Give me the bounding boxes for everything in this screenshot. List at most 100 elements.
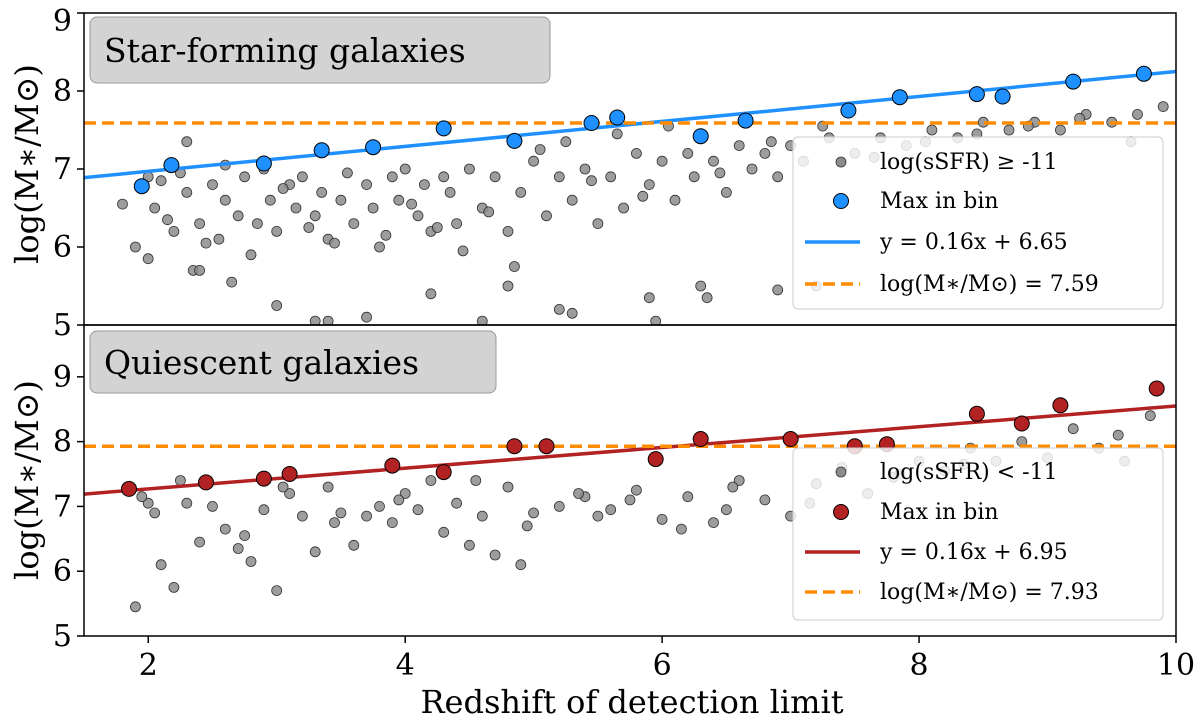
data-point — [624, 494, 636, 506]
x-tick-label: 10 — [1157, 648, 1195, 683]
data-point — [181, 136, 193, 148]
data-point — [277, 183, 289, 194]
data-point — [329, 237, 340, 249]
data-point — [759, 147, 771, 159]
data-point — [181, 186, 193, 198]
data-point — [155, 559, 167, 571]
panel-title-background — [89, 16, 551, 84]
data-point — [669, 194, 681, 206]
data-point — [502, 225, 514, 237]
data-point — [489, 171, 501, 183]
legend-label-threshold: log(M∗/M⊙) = 7.93 — [880, 580, 1099, 605]
data-point — [714, 167, 726, 179]
x-tick-label: 2 — [139, 648, 158, 683]
max-in-bin-point — [121, 480, 137, 497]
data-point — [765, 136, 777, 148]
data-point — [1144, 410, 1156, 422]
max-in-bin-point — [647, 451, 664, 468]
data-point — [162, 214, 173, 226]
data-point — [290, 202, 302, 214]
data-point — [579, 163, 591, 175]
data-point — [682, 491, 694, 503]
data-point — [142, 253, 154, 265]
data-point — [502, 481, 514, 493]
max-in-bin-point — [692, 431, 709, 447]
data-point — [316, 186, 328, 198]
data-point — [136, 491, 148, 503]
data-point — [348, 539, 360, 551]
data-point — [643, 179, 655, 191]
data-point — [296, 510, 308, 522]
max-in-bin-point — [1135, 65, 1152, 82]
data-point — [566, 194, 578, 206]
data-point — [406, 198, 418, 210]
data-point — [733, 475, 745, 486]
data-point — [772, 171, 784, 183]
legend-marker-gray — [835, 156, 847, 168]
data-point — [322, 315, 334, 325]
data-point — [926, 124, 938, 136]
data-point — [284, 488, 296, 499]
data-point — [361, 510, 373, 522]
data-point — [309, 210, 321, 222]
panel-quiescent: 5 6 7 8 9 Quiescent galaxies log(sSFR) < -11… — [8, 324, 1177, 654]
data-point — [251, 218, 263, 230]
data-point — [759, 494, 771, 506]
y-axis-label: log(M∗/M⊙) — [8, 380, 46, 580]
max-in-bin-point — [313, 142, 330, 159]
data-point — [239, 530, 251, 541]
data-point — [451, 497, 463, 509]
data-point — [155, 175, 167, 187]
x-tick-label: 6 — [653, 648, 672, 683]
data-point — [226, 276, 238, 288]
data-point — [541, 210, 552, 222]
data-point — [643, 292, 655, 304]
data-point — [418, 179, 430, 191]
data-point — [727, 481, 739, 493]
legend-star-forming: log(sSFR) ≥ -11 Max in bin y = 0.16x + 6… — [792, 136, 1164, 310]
data-point — [245, 556, 257, 567]
data-point — [374, 241, 385, 253]
data-point — [277, 481, 289, 493]
data-point — [1132, 109, 1143, 120]
max-in-bin-point — [692, 128, 709, 145]
data-point — [553, 171, 565, 183]
max-in-bin-point — [1065, 73, 1082, 90]
panel-title: Star-forming galaxies — [104, 31, 466, 70]
legend-label-max: Max in bin — [880, 189, 999, 214]
data-point — [676, 523, 687, 535]
data-point — [463, 539, 475, 551]
data-point — [393, 494, 405, 506]
data-point — [129, 601, 141, 613]
y-tick-label: 6 — [53, 554, 72, 589]
max-in-bin-point — [435, 464, 452, 481]
data-point — [521, 520, 533, 532]
data-point — [386, 517, 398, 528]
data-point — [348, 218, 360, 230]
data-point — [174, 475, 186, 486]
data-point — [534, 144, 546, 155]
data-point — [367, 202, 379, 214]
data-point — [592, 510, 604, 522]
legend-frame — [792, 447, 1164, 621]
max-in-bin-point — [506, 132, 523, 149]
legend-marker-gray — [835, 466, 847, 478]
x-axis: 2 4 6 8 10 — [139, 636, 1195, 683]
legend-frame — [792, 136, 1164, 310]
data-point — [425, 475, 437, 486]
data-point — [117, 198, 128, 210]
data-point — [733, 140, 745, 152]
data-point — [399, 488, 411, 499]
data-point — [245, 249, 257, 261]
legend-label-fit: y = 0.16x + 6.95 — [879, 540, 1068, 565]
data-point — [605, 504, 617, 516]
data-point — [207, 500, 218, 512]
data-point — [701, 292, 713, 304]
y-tick-label: 7 — [53, 152, 72, 187]
data-point — [335, 194, 347, 206]
max-in-bin-point — [994, 88, 1011, 105]
max-in-bin-point — [506, 438, 523, 455]
max-in-bin-point — [840, 102, 857, 119]
data-point — [194, 536, 206, 548]
data-point — [271, 225, 283, 237]
